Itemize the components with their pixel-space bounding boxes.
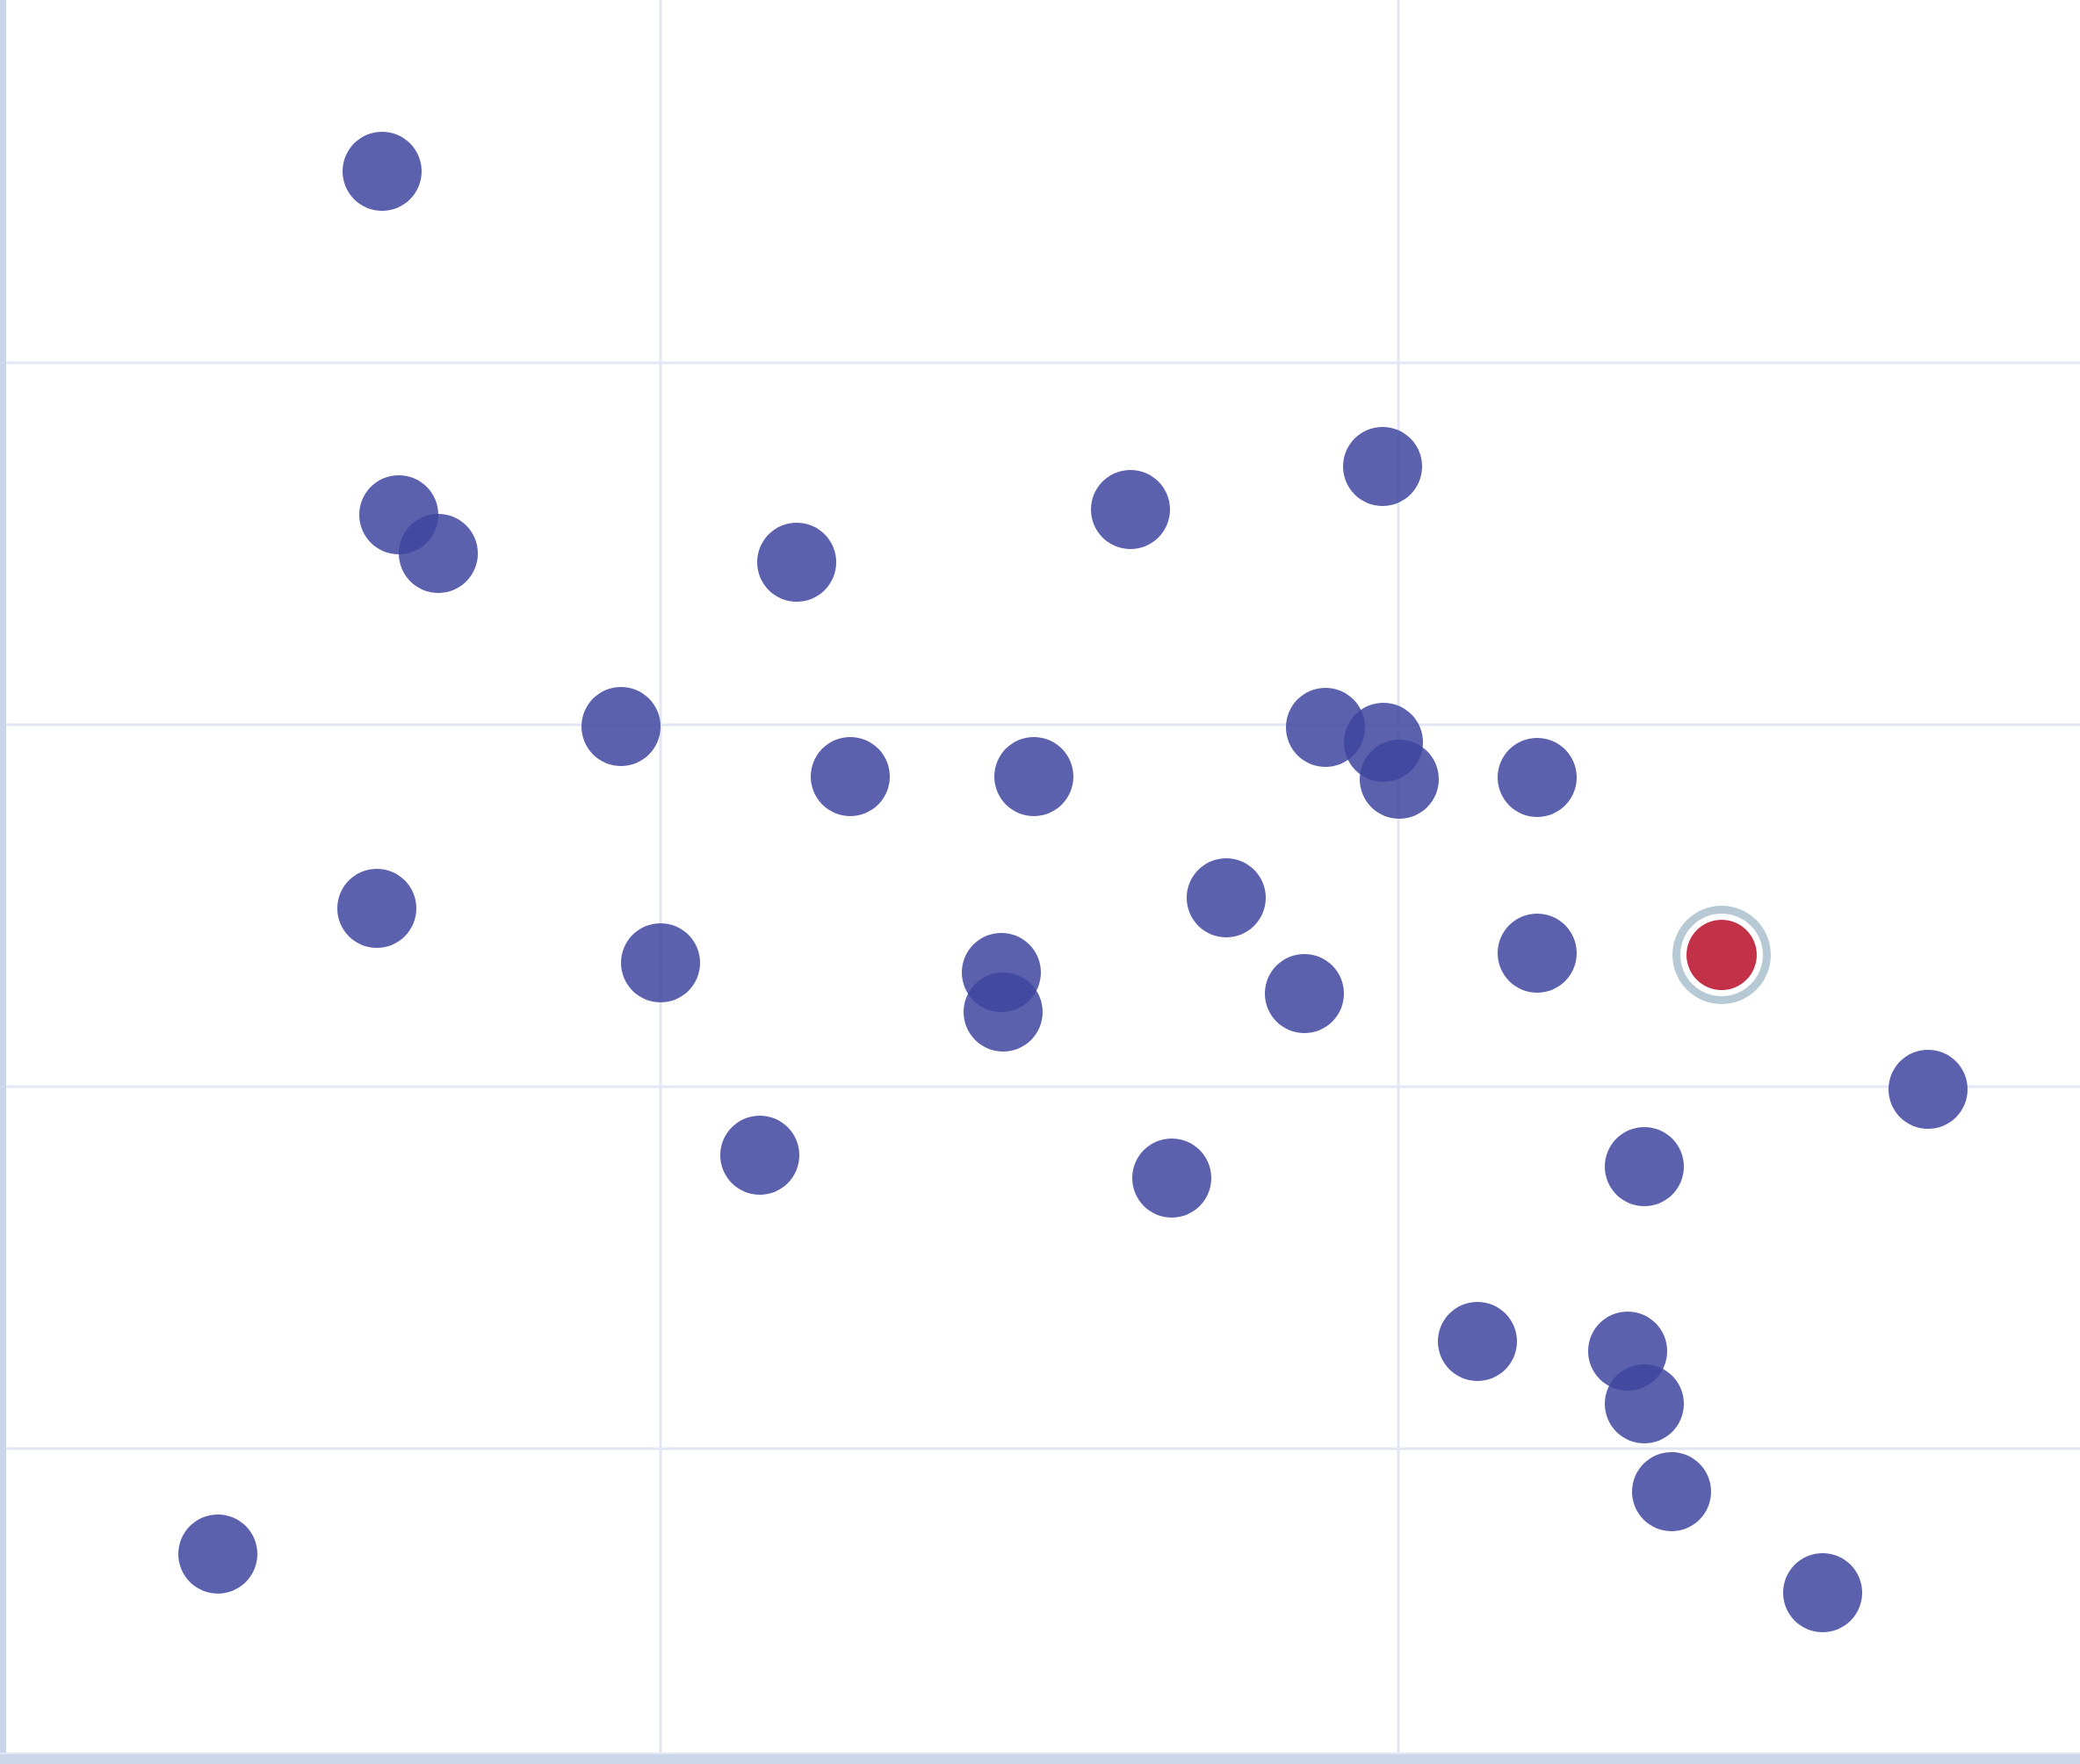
data-point[interactable] xyxy=(1438,1302,1517,1381)
data-point[interactable] xyxy=(581,687,661,766)
data-point[interactable] xyxy=(1498,738,1577,817)
data-point[interactable] xyxy=(1343,427,1422,506)
data-point[interactable] xyxy=(1889,1050,1968,1129)
y-axis-line xyxy=(0,0,6,1764)
data-point[interactable] xyxy=(1091,470,1170,549)
data-point[interactable] xyxy=(720,1116,799,1195)
data-point[interactable] xyxy=(1498,914,1577,993)
data-point[interactable] xyxy=(1360,740,1439,819)
data-point[interactable] xyxy=(1132,1139,1211,1218)
data-point[interactable] xyxy=(757,523,836,602)
data-point[interactable] xyxy=(1632,1452,1711,1531)
data-point[interactable] xyxy=(1265,954,1344,1033)
data-point[interactable] xyxy=(1605,1364,1684,1443)
data-point[interactable] xyxy=(621,923,700,1002)
data-point[interactable] xyxy=(964,972,1043,1052)
data-point[interactable] xyxy=(811,737,890,816)
x-axis-line xyxy=(0,1754,2080,1764)
x-axis-seam xyxy=(0,1753,2080,1754)
data-point[interactable] xyxy=(399,514,478,593)
data-point[interactable] xyxy=(1783,1553,1862,1632)
data-point[interactable] xyxy=(1605,1127,1684,1206)
data-point[interactable] xyxy=(178,1515,257,1594)
data-point[interactable] xyxy=(994,737,1073,816)
data-point[interactable] xyxy=(343,132,422,211)
data-point[interactable] xyxy=(337,869,416,948)
data-point[interactable] xyxy=(1187,858,1266,937)
highlighted-data-point[interactable] xyxy=(1686,920,1757,990)
